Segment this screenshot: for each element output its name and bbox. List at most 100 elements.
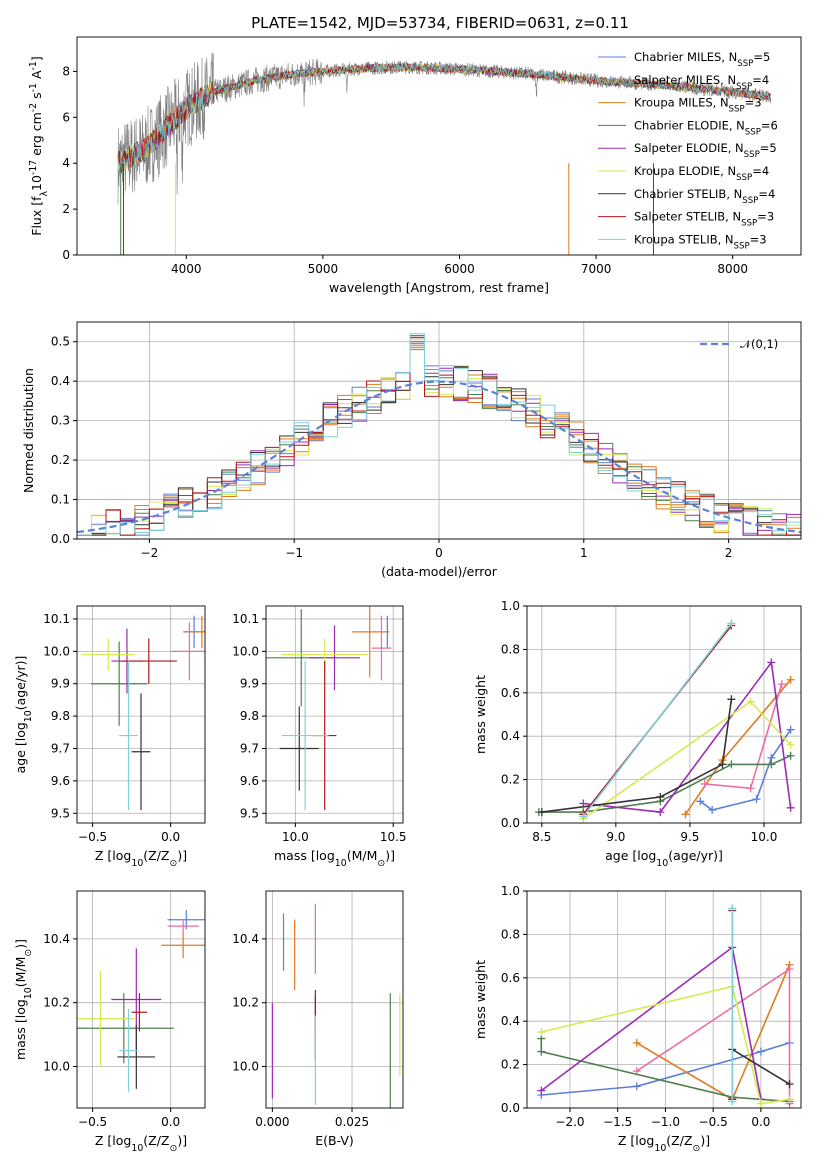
y-tick-label: 0.0: [501, 1101, 520, 1115]
axes-frame: [526, 605, 802, 824]
y-tick-label: 4: [62, 156, 70, 170]
weight-marker: [537, 1086, 546, 1095]
weight-marker: [785, 1095, 794, 1104]
weight-marker: [785, 965, 794, 974]
y-tick-label: 10.2: [43, 996, 70, 1010]
axes-frame: [265, 890, 404, 1109]
spectrum-legend: Chabrier MILES, NSSP=5 Salpeter MILES, NS…: [598, 50, 778, 251]
legend-label: Kroupa STELIB, NSSP=3: [634, 232, 767, 251]
y-tick-label: 8: [62, 64, 70, 78]
y-tick-label: 9.8: [240, 709, 259, 723]
y-tick-label: 0.1: [51, 493, 70, 507]
plot-area: [266, 606, 392, 811]
x-tick-label: −2: [141, 546, 159, 560]
weight-marker: [700, 779, 709, 788]
weight-marker: [656, 808, 665, 817]
x-tick-label: 4000: [171, 262, 202, 276]
legend-label: Kroupa ELODIE, NSSP=4: [634, 164, 769, 183]
weight-marker: [537, 1047, 546, 1056]
weight-line-1: [684, 679, 792, 815]
x-tick-label: 8000: [717, 262, 748, 276]
x-tick-label: 10.5: [380, 830, 407, 844]
axes-age-vs-z: −0.5 0.0 9.5 9.6 9.7 9.8 9.9 10.0 10.1 Z [log10(Z…: [13, 605, 206, 869]
axes-frame: [76, 605, 206, 824]
y-tick-label: 10.0: [43, 644, 70, 658]
model-spectrum-8: [117, 63, 771, 173]
weight-marker: [696, 797, 705, 806]
y-tick-label: 9.7: [51, 742, 70, 756]
weight-marker: [632, 1038, 641, 1047]
x-tick-label: −1.0: [651, 1115, 680, 1129]
x-tick-label: −1: [285, 546, 303, 560]
weight-marker: [727, 760, 736, 769]
y-tick-label: 0.4: [501, 1014, 520, 1028]
weight-marker: [786, 675, 795, 684]
weight-line-5: [541, 985, 790, 1105]
legend-label: Salpeter MILES, NSSP=4: [634, 73, 769, 92]
y-tick-label: 0.6: [501, 686, 520, 700]
weight-marker: [537, 1028, 546, 1037]
weight-marker: [656, 792, 665, 801]
legend-label: Chabrier STELIB, NSSP=4: [634, 187, 775, 206]
y-axis-label: Flux [fλ10-17 erg cm-2 s-1 A-1]: [28, 56, 50, 235]
y-tick-label: 2: [62, 202, 70, 216]
x-axis-label: E(B-V): [315, 1133, 354, 1148]
axes-weight-vs-age: 8.5 9.0 9.5 10.0 0.0 0.2 0.4 0.6 0.8 1.0 age [log1…: [473, 599, 802, 869]
x-tick-label: 7000: [581, 262, 612, 276]
axes-frame: [76, 890, 206, 1109]
y-tick-label: 0.8: [501, 642, 520, 656]
y-tick-label: 9.6: [240, 774, 259, 788]
y-tick-label: 9.7: [240, 742, 259, 756]
weight-marker: [728, 904, 737, 913]
weight-marker: [579, 812, 588, 821]
weight-marker: [727, 619, 736, 628]
x-axis-label: Z [log10(Z/Z⊙)]: [95, 848, 187, 869]
hist-step-8: [77, 333, 801, 536]
weight-marker: [786, 751, 795, 760]
y-axis-label: mass weight: [473, 960, 488, 1039]
weight-marker: [632, 1082, 641, 1091]
y-tick-label: 0.8: [501, 927, 520, 941]
weight-marker: [786, 740, 795, 749]
weight-marker: [708, 805, 717, 814]
x-tick-label: 10.0: [282, 830, 309, 844]
x-tick-label: 0.025: [335, 1115, 369, 1129]
x-tick-label: 0.0: [751, 1115, 770, 1129]
legend-label-normal: 𝒩(0,1): [740, 337, 778, 351]
plot-area: [77, 333, 801, 536]
y-tick-label: 10.1: [232, 612, 259, 626]
x-axis-label: mass [log10(M/M⊙)]: [274, 848, 395, 869]
weight-marker: [785, 1080, 794, 1089]
y-axis-label: Normed distribution: [21, 368, 36, 493]
weight-marker: [777, 680, 786, 689]
weight-marker: [756, 1099, 765, 1108]
y-tick-label: 1.0: [501, 884, 520, 898]
y-axis-label: age [log10(age/yr)]: [13, 656, 34, 774]
y-tick-label: 0.2: [501, 1058, 520, 1072]
y-tick-label: 6: [62, 110, 70, 124]
axes-mass-vs-z: −0.5 0.0 10.0 10.2 10.4 Z [log10(Z/Z⊙)] mass […: [13, 890, 206, 1154]
axes-weight-vs-z: −2.0 −1.5 −1.0 −0.5 0.0 0.0 0.2 0.4 0.6 0.8 1.0 Z […: [473, 884, 802, 1154]
y-tick-label: 10.1: [43, 612, 70, 626]
x-tick-label: 1: [580, 546, 588, 560]
y-tick-label: 9.5: [240, 806, 259, 820]
x-tick-label: −0.5: [78, 1115, 107, 1129]
y-tick-label: 0.0: [51, 532, 70, 546]
x-tick-label: −0.5: [699, 1115, 728, 1129]
x-axis-label: age [log10(age/yr)]: [605, 848, 723, 869]
weight-marker: [727, 695, 736, 704]
axes-frame: [526, 890, 802, 1109]
y-tick-label: 10.0: [43, 1060, 70, 1074]
y-tick-label: 9.5: [51, 806, 70, 820]
x-tick-label: 5000: [308, 262, 339, 276]
chart-title: PLATE=1542, MJD=53734, FIBERID=0631, z=0…: [251, 14, 629, 32]
plot-area: [271, 903, 401, 1108]
y-axis-label: mass [log10(M/M⊙)]: [13, 939, 34, 1060]
weight-marker: [767, 760, 776, 769]
x-tick-label: 10.0: [751, 830, 778, 844]
y-tick-label: 9.9: [51, 677, 70, 691]
weight-line-0: [541, 1042, 790, 1096]
axes-frame: [265, 605, 404, 824]
x-tick-label: 9.5: [680, 830, 699, 844]
legend-label: Chabrier MILES, NSSP=5: [634, 50, 770, 69]
